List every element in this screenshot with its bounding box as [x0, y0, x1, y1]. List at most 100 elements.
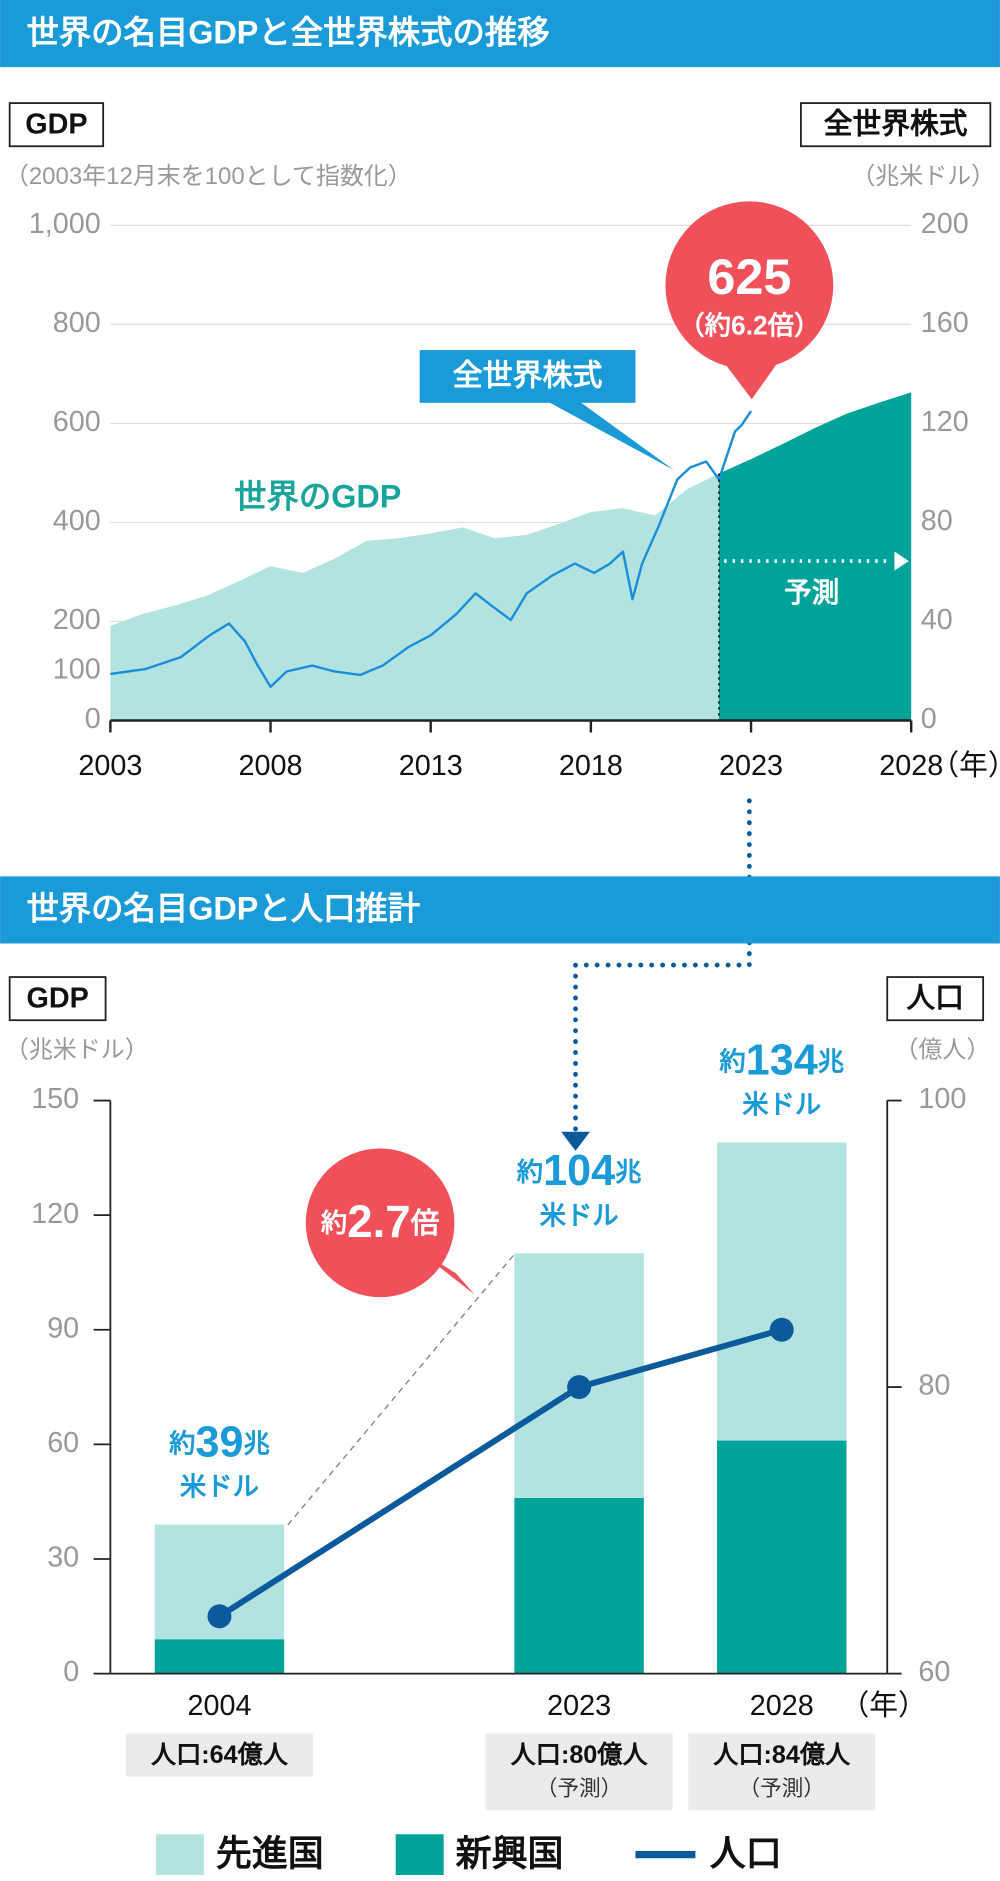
chart-1: 0 40 80 120 160 200 0 100 200 400 600 800 1,000 2003 2… [29, 208, 969, 782]
note: （予測） [536, 1776, 622, 1801]
y-axis-note: （2003年12月末を100として指数化） [5, 163, 412, 190]
total-value: 134 [746, 1037, 818, 1085]
line [217, 1326, 783, 1619]
y2-tick-label: 100 [918, 1083, 966, 1115]
y-tick-label: 60 [47, 1427, 79, 1459]
y2-tick-label: 0 [921, 703, 937, 735]
legend-label: 新興国 [456, 1832, 564, 1873]
y-tick-label: 1,000 [29, 208, 101, 240]
value-label: 人口:80億人 [510, 1741, 649, 1769]
total-label: 約134兆 [718, 1037, 844, 1085]
axis-label-box [800, 102, 992, 148]
y-tick-label: 0 [85, 703, 101, 735]
legend-swatch [155, 1834, 204, 1876]
total-unit: 兆 [243, 1428, 269, 1458]
header-band [0, 876, 1000, 944]
legend-label: 先進国 [216, 1832, 324, 1873]
y-tick-label: 400 [53, 505, 101, 537]
label-pointer [545, 400, 674, 470]
y2-tick-label: 80 [921, 505, 953, 537]
y2-axis-note: （兆米ドル） [851, 163, 995, 190]
x-tick-label: 2023 [719, 750, 783, 782]
forecast-arrow-head [894, 551, 909, 571]
total-value: 39 [195, 1419, 243, 1467]
y-tick-label: 0 [63, 1656, 79, 1688]
bar-segment [716, 1440, 847, 1674]
y2-tick-label: 160 [921, 307, 969, 339]
x-tick-label: 2008 [239, 750, 303, 782]
total-prefix: 約 [718, 1046, 745, 1076]
series-label-box [419, 350, 636, 403]
label-box [485, 1733, 673, 1811]
total-unit: 兆 [818, 1046, 844, 1076]
total-value: 104 [543, 1148, 615, 1196]
point [567, 1375, 592, 1400]
label-box [688, 1733, 876, 1811]
value-label: 人口:84億人 [712, 1741, 851, 1769]
total-label: 約39兆 [168, 1419, 270, 1467]
series-label: 世界のGDP [234, 478, 401, 514]
callout-unit: 倍 [410, 1208, 440, 1240]
line [110, 410, 753, 689]
y2-tick-label: 80 [918, 1370, 950, 1402]
connector [573, 798, 752, 1132]
y-tick-label: 200 [53, 604, 101, 636]
header-band [0, 0, 1000, 68]
label-box [125, 1733, 313, 1777]
connector-arrow [561, 1131, 590, 1151]
bar-segment [154, 1639, 285, 1674]
bar-segment [514, 1497, 644, 1674]
callout [665, 201, 834, 370]
y-tick-label: 600 [53, 406, 101, 438]
y-axis-label: GDP [25, 108, 87, 140]
x-tick-label: 2018 [559, 750, 623, 782]
x-axis-unit: （年） [840, 1690, 926, 1722]
callout [305, 1148, 455, 1298]
legend-swatch [395, 1834, 444, 1876]
note: （予測） [739, 1776, 825, 1801]
callout-prefix: 約 [320, 1208, 347, 1238]
callout-note: （約6.2倍） [678, 310, 820, 340]
point [769, 1317, 794, 1342]
callout-value: 625 [707, 248, 791, 305]
y-tick-label: 30 [47, 1542, 79, 1574]
y2-tick-label: 200 [921, 208, 969, 240]
total-suffix: 米ドル [180, 1472, 259, 1502]
callout-value: 2.7 [347, 1196, 410, 1247]
y-tick-label: 100 [53, 654, 101, 686]
y2-axis-label: 人口 [905, 982, 964, 1014]
forecast-label: 予測 [784, 577, 839, 608]
chart-title: 世界の名目GDPと人口推計 [26, 891, 420, 927]
total-prefix: 約 [168, 1428, 195, 1458]
x-tick-label: 2028 [750, 1690, 814, 1722]
total-prefix: 約 [516, 1157, 543, 1187]
legend-label: 人口 [710, 1832, 782, 1873]
total-label: 約104兆 [516, 1148, 642, 1196]
y2-axis-label: 全世界株式 [824, 108, 968, 140]
axis-label-box [8, 976, 107, 1022]
chart-title: 世界の名目GDPと全世界株式の推移 [26, 14, 549, 50]
callout-text: 約2.7倍 [320, 1196, 440, 1247]
total-suffix: 米ドル [742, 1090, 821, 1120]
y-tick-label: 800 [53, 307, 101, 339]
y2-tick-label: 120 [921, 406, 969, 438]
bar-segment [716, 1142, 847, 1441]
legend: 先進国 新興国 人口 [155, 1832, 782, 1876]
y-tick-label: 150 [31, 1083, 79, 1115]
y-axis-label: GDP [26, 982, 88, 1014]
x-axis-unit: （年） [930, 750, 1000, 782]
y2-tick-label: 40 [921, 604, 953, 636]
forecast-area [719, 392, 912, 721]
x-tick-label: 2013 [399, 750, 463, 782]
ratio-guide [287, 1252, 517, 1526]
point [207, 1604, 232, 1629]
axis-label-box [8, 102, 105, 148]
x-tick-label: 2003 [78, 750, 142, 782]
total-suffix: 米ドル [540, 1200, 619, 1230]
total-unit: 兆 [615, 1157, 641, 1187]
y-axis-note: （兆米ドル） [5, 1037, 149, 1064]
value-label: 人口:64億人 [150, 1741, 289, 1769]
series-label: 全世界株式 [453, 360, 603, 393]
y2-axis-note: （億人） [894, 1037, 990, 1064]
